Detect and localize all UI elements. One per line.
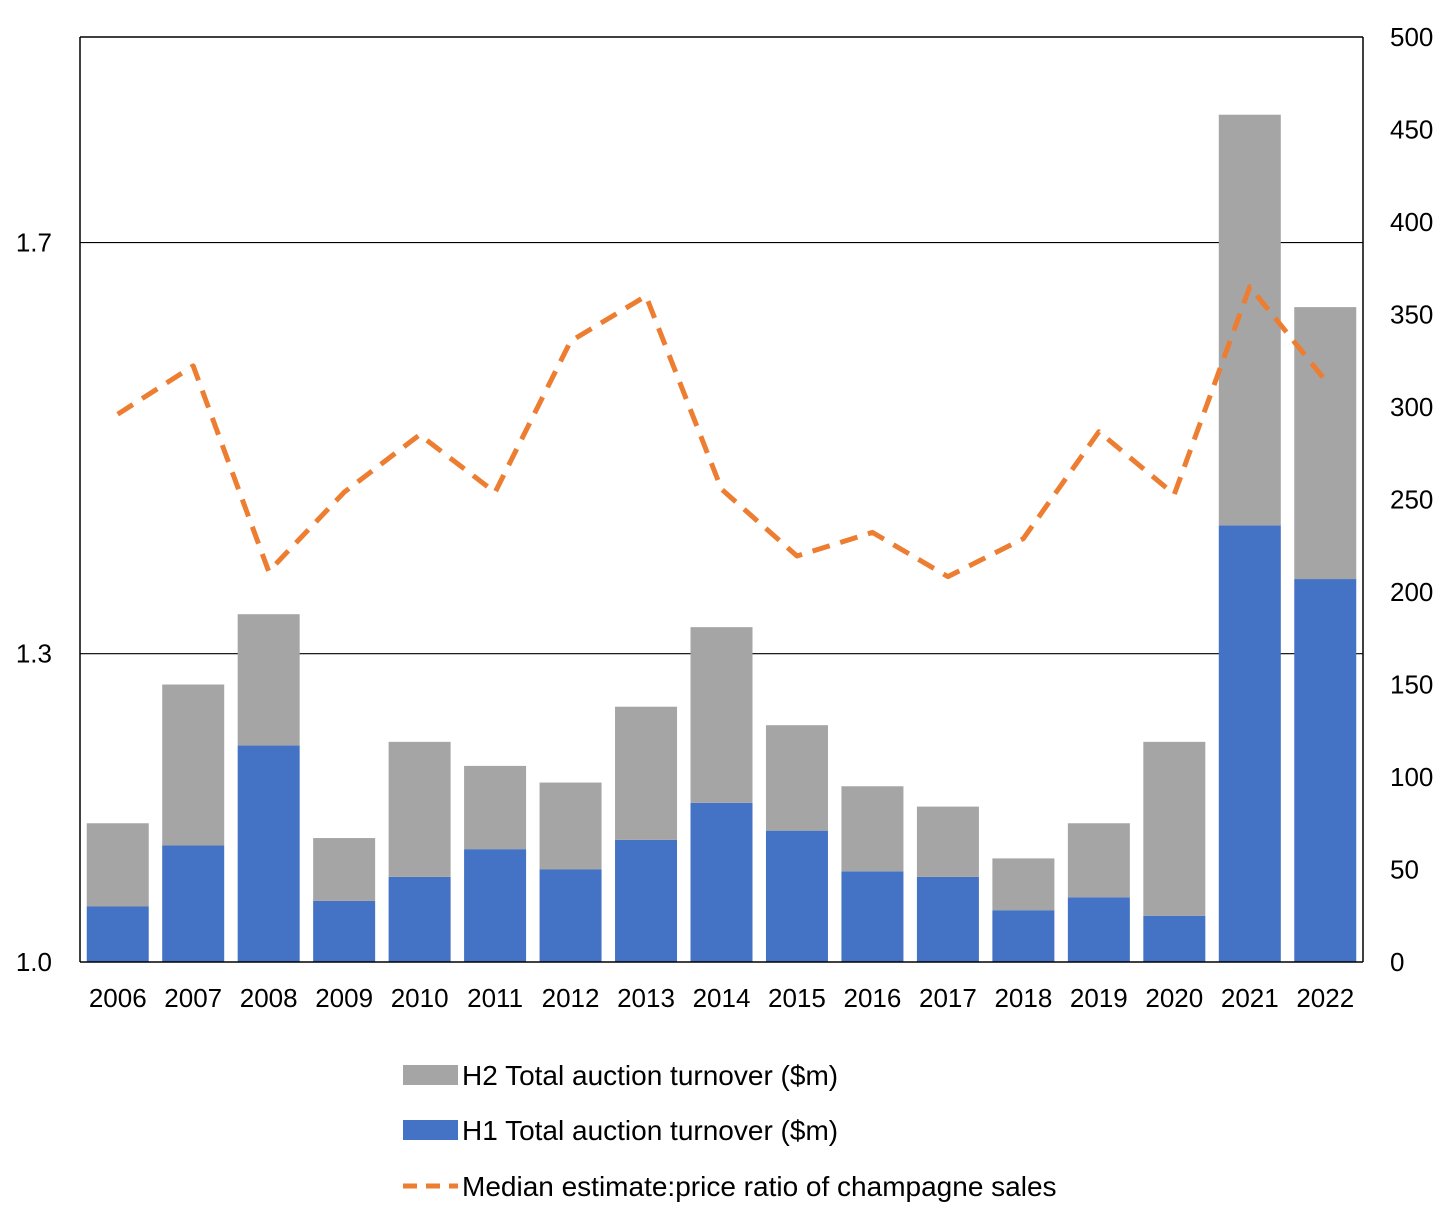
- left-tick-label: 1.3: [16, 639, 52, 669]
- bar-h1-2019: [1068, 897, 1130, 962]
- legend-label: H1 Total auction turnover ($m): [462, 1115, 838, 1146]
- bar-h1-2009: [313, 901, 375, 962]
- right-tick-label: 400: [1390, 207, 1433, 237]
- x-axis: 2006 2007 2008 2009 2010 2011 2012 2013 2014 2015…: [89, 983, 1354, 1013]
- bar-h1-2007: [162, 845, 224, 962]
- x-tick-label: 2020: [1145, 983, 1203, 1013]
- right-tick-label: 450: [1390, 115, 1433, 145]
- right-tick-label: 500: [1390, 22, 1433, 52]
- legend-swatch-h2: [403, 1065, 458, 1085]
- bar-h1-2016: [841, 871, 903, 962]
- right-tick-label: 150: [1390, 670, 1433, 700]
- left-tick-label: 1.7: [16, 228, 52, 258]
- right-tick-label: 100: [1390, 762, 1433, 792]
- x-tick-label: 2007: [164, 983, 222, 1013]
- bar-h2-2016: [841, 786, 903, 871]
- bars: [87, 115, 1357, 962]
- bar-h1-2014: [691, 803, 753, 962]
- right-tick-label: 200: [1390, 577, 1433, 607]
- bar-h2-2021: [1219, 115, 1281, 526]
- x-tick-label: 2013: [617, 983, 675, 1013]
- bar-h1-2011: [464, 849, 526, 962]
- bar-h1-2017: [917, 877, 979, 962]
- bar-h1-2020: [1143, 916, 1205, 962]
- x-tick-label: 2008: [240, 983, 298, 1013]
- right-tick-label: 350: [1390, 300, 1433, 330]
- right-tick-label: 50: [1390, 855, 1419, 885]
- x-tick-label: 2011: [467, 983, 523, 1013]
- x-tick-label: 2016: [844, 983, 902, 1013]
- bar-h2-2010: [389, 742, 451, 877]
- x-tick-label: 2010: [391, 983, 449, 1013]
- left-tick-label: 1.0: [16, 947, 52, 977]
- x-tick-label: 2017: [919, 983, 977, 1013]
- legend-swatch-h1: [403, 1120, 458, 1140]
- right-axis: 0 50 100 150 200 250 300 350 400 450 500: [1390, 22, 1433, 977]
- x-tick-label: 2018: [994, 983, 1052, 1013]
- right-tick-label: 0: [1390, 947, 1404, 977]
- bar-h2-2015: [766, 725, 828, 830]
- bar-h2-2012: [540, 783, 602, 870]
- bar-h2-2006: [87, 823, 149, 906]
- x-tick-label: 2006: [89, 983, 147, 1013]
- bar-h1-2021: [1219, 525, 1281, 962]
- bar-h2-2014: [691, 627, 753, 803]
- right-tick-label: 300: [1390, 392, 1433, 422]
- x-tick-label: 2014: [693, 983, 751, 1013]
- bar-h1-2008: [238, 746, 300, 962]
- bar-h2-2020: [1143, 742, 1205, 916]
- bar-h2-2022: [1294, 307, 1356, 579]
- ratio-line-path: [118, 287, 1326, 577]
- bar-h2-2018: [992, 858, 1054, 910]
- legend-label: Median estimate:price ratio of champagne…: [462, 1171, 1057, 1202]
- x-tick-label: 2009: [315, 983, 373, 1013]
- bar-h2-2009: [313, 838, 375, 901]
- bar-h1-2012: [540, 870, 602, 963]
- x-tick-label: 2019: [1070, 983, 1128, 1013]
- ratio-line: [118, 287, 1326, 577]
- legend-label: H2 Total auction turnover ($m): [462, 1060, 838, 1091]
- bar-h2-2007: [162, 685, 224, 846]
- x-tick-label: 2022: [1296, 983, 1354, 1013]
- bar-h1-2018: [992, 910, 1054, 962]
- bar-h2-2011: [464, 766, 526, 849]
- x-tick-label: 2015: [768, 983, 826, 1013]
- bar-h2-2019: [1068, 823, 1130, 897]
- bar-h2-2013: [615, 707, 677, 840]
- bar-h1-2006: [87, 907, 149, 963]
- bar-h1-2022: [1294, 579, 1356, 962]
- right-tick-label: 250: [1390, 485, 1433, 515]
- left-axis: 1.0 1.3 1.7: [16, 228, 52, 977]
- x-tick-label: 2021: [1221, 983, 1279, 1013]
- bar-h2-2008: [238, 614, 300, 745]
- bar-h2-2017: [917, 807, 979, 877]
- x-tick-label: 2012: [542, 983, 600, 1013]
- legend: H2 Total auction turnover ($m) H1 Total a…: [403, 1060, 1057, 1202]
- gridlines: [80, 243, 1363, 654]
- bar-h1-2015: [766, 831, 828, 962]
- bar-h1-2010: [389, 877, 451, 962]
- bar-h1-2013: [615, 840, 677, 962]
